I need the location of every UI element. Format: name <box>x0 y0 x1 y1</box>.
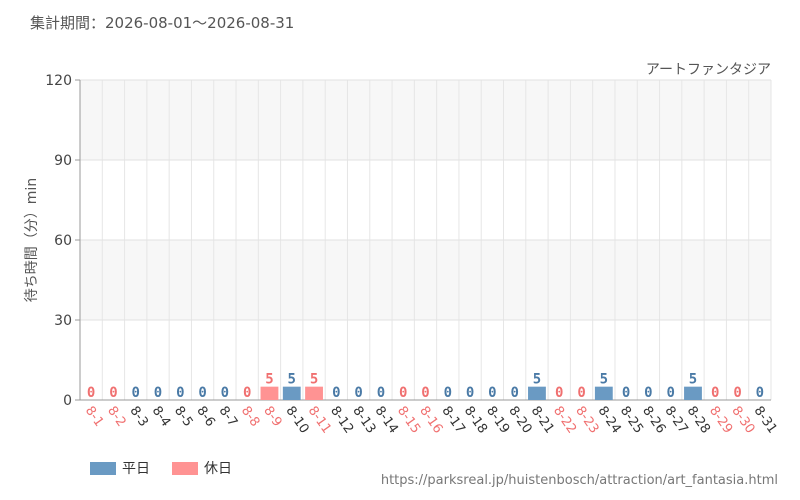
bar-value-label: 5 <box>600 372 608 388</box>
legend: 平日 休日 <box>90 458 254 478</box>
bar-value-label: 0 <box>87 385 95 401</box>
y-tick-label: 30 <box>54 313 72 329</box>
x-tick-label: 8-3 <box>126 404 150 430</box>
bar-value-label: 0 <box>399 385 407 401</box>
bar-value-label: 0 <box>666 385 674 401</box>
attraction-name: アートファンタジア <box>646 62 771 78</box>
bar <box>305 386 323 400</box>
bar-value-label: 5 <box>689 372 697 388</box>
plot-band <box>80 80 771 160</box>
bar-value-label: 0 <box>622 385 630 401</box>
x-tick-label: 8-28 <box>684 404 713 437</box>
period-label: 集計期間：2026-08-01～2026-08-31 <box>30 14 295 32</box>
bar-value-label: 0 <box>577 385 585 401</box>
x-tick-label: 8-27 <box>661 404 690 437</box>
x-tick-label: 8-21 <box>528 404 557 437</box>
x-tick-label: 8-18 <box>461 404 490 437</box>
x-tick-label: 8-20 <box>505 404 534 437</box>
bar-value-label: 5 <box>533 372 541 388</box>
bar <box>528 386 546 400</box>
bar-value-label: 0 <box>711 385 719 401</box>
x-tick-label: 8-24 <box>595 404 624 437</box>
bar-value-label: 0 <box>176 385 184 401</box>
x-tick-label: 8-29 <box>706 404 735 437</box>
bar-value-label: 0 <box>644 385 652 401</box>
y-tick-label: 120 <box>45 73 72 89</box>
bar <box>282 386 301 400</box>
y-tick-label: 90 <box>54 153 72 169</box>
bar-value-label: 0 <box>132 385 140 401</box>
bar <box>684 386 702 400</box>
bar-value-label: 0 <box>466 385 474 401</box>
plot-band <box>80 160 771 240</box>
plot-band <box>80 320 771 400</box>
bar-value-label: 0 <box>354 385 362 401</box>
bar-value-label: 0 <box>154 385 162 401</box>
bar-value-label: 0 <box>510 385 518 401</box>
legend-item-weekday[interactable]: 平日 <box>90 458 150 478</box>
bar <box>260 386 279 400</box>
x-tick-label: 8-10 <box>282 404 311 437</box>
x-tick-label: 8-2 <box>104 404 128 430</box>
x-tick-label: 8-26 <box>639 404 668 437</box>
x-tick-label: 8-4 <box>149 404 173 430</box>
x-tick-label: 8-14 <box>372 404 401 437</box>
bar-value-label: 0 <box>243 385 251 401</box>
x-tick-label: 8-1 <box>82 404 106 430</box>
bar-value-label: 0 <box>332 385 340 401</box>
bar-value-label: 5 <box>265 372 273 388</box>
legend-item-holiday[interactable]: 休日 <box>172 458 232 478</box>
bar-value-label: 0 <box>756 385 764 401</box>
bar-value-label: 0 <box>377 385 385 401</box>
x-tick-label: 8-5 <box>171 404 195 430</box>
y-tick-label: 0 <box>63 393 72 409</box>
x-tick-label: 8-8 <box>238 404 262 430</box>
bar-value-label: 0 <box>733 385 741 401</box>
bar-value-label: 0 <box>221 385 229 401</box>
bar-value-label: 0 <box>109 385 117 401</box>
bar-value-label: 0 <box>444 385 452 401</box>
bar-value-label: 0 <box>488 385 496 401</box>
x-tick-label: 8-19 <box>483 404 512 437</box>
x-tick-label: 8-23 <box>572 404 601 437</box>
x-tick-label: 8-7 <box>216 404 240 430</box>
x-tick-label: 8-22 <box>550 404 579 437</box>
legend-swatch-holiday <box>172 461 198 475</box>
legend-label-weekday: 平日 <box>122 461 150 477</box>
x-tick-label: 8-9 <box>260 404 284 430</box>
x-tick-label: 8-13 <box>349 404 378 437</box>
bar-value-label: 0 <box>421 385 429 401</box>
bar-value-label: 5 <box>288 372 296 388</box>
plot-band <box>80 240 771 320</box>
x-tick-label: 8-31 <box>751 404 780 437</box>
y-tick-label: 60 <box>54 233 72 249</box>
bar-value-label: 0 <box>198 385 206 401</box>
x-tick-label: 8-25 <box>617 404 646 437</box>
x-tick-label: 8-6 <box>193 404 217 430</box>
bar-value-label: 0 <box>555 385 563 401</box>
x-tick-label: 8-30 <box>728 404 757 437</box>
x-tick-label: 8-15 <box>394 404 423 437</box>
source-url[interactable]: https://parksreal.jp/huistenbosch/attrac… <box>380 473 778 488</box>
bar <box>594 386 613 400</box>
y-axis-label: 待ち時間（分）min <box>24 178 40 302</box>
legend-swatch-weekday <box>90 461 116 475</box>
bar-value-label: 5 <box>310 372 318 388</box>
x-tick-label: 8-17 <box>439 404 468 437</box>
x-tick-label: 8-16 <box>416 404 445 437</box>
x-tick-label: 8-11 <box>305 404 334 437</box>
x-tick-label: 8-12 <box>327 404 356 437</box>
legend-label-holiday: 休日 <box>204 461 232 477</box>
